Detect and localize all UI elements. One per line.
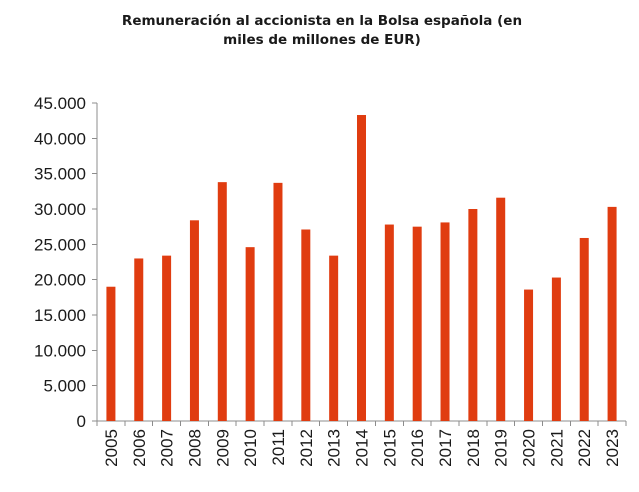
bars xyxy=(106,115,617,421)
bar-2015 xyxy=(384,224,394,421)
x-tick-label: 2010 xyxy=(241,429,260,467)
bar-2007 xyxy=(162,255,172,421)
chart-title-line-2: miles de millones de EUR) xyxy=(223,32,421,48)
y-tick-label: 45.000 xyxy=(34,94,86,113)
bar-2022 xyxy=(579,237,589,421)
bar-2021 xyxy=(551,277,561,421)
bar-2013 xyxy=(329,255,339,421)
x-tick-label: 2006 xyxy=(130,429,149,467)
x-tick-label: 2007 xyxy=(158,429,177,467)
x-tick-label: 2019 xyxy=(492,429,511,467)
y-tick-label: 15.000 xyxy=(34,306,86,325)
x-tick-label: 2018 xyxy=(464,429,483,467)
x-tick-label: 2005 xyxy=(102,429,121,467)
bar-2012 xyxy=(301,229,311,421)
y-tick-label: 30.000 xyxy=(34,200,86,219)
x-tick-label: 2017 xyxy=(436,429,455,467)
bar-2018 xyxy=(468,209,478,421)
y-tick-label: 35.000 xyxy=(34,165,86,184)
bar-2016 xyxy=(412,226,422,421)
y-tick-label: 5.000 xyxy=(43,377,86,396)
x-tick-label: 2012 xyxy=(297,429,316,467)
bar-2019 xyxy=(496,197,506,421)
bar-2006 xyxy=(134,258,144,421)
bar-2017 xyxy=(440,222,450,421)
bar-2011 xyxy=(273,182,283,421)
chart-title-line-1: Remuneración al accionista en la Bolsa e… xyxy=(122,13,522,29)
x-tick-label: 2011 xyxy=(269,429,288,466)
x-tick-label: 2021 xyxy=(547,429,566,467)
x-tick-label: 2020 xyxy=(520,429,539,467)
y-tick-label: 20.000 xyxy=(34,271,86,290)
y-tick-label: 10.000 xyxy=(34,341,86,360)
y-tick-label: 25.000 xyxy=(34,235,86,254)
bar-2009 xyxy=(217,182,227,421)
bar-2014 xyxy=(357,115,366,421)
bar-2008 xyxy=(189,220,199,421)
x-tick-label: 2009 xyxy=(213,429,232,467)
chart-title: Remuneración al accionista en la Bolsa e… xyxy=(122,13,522,48)
x-tick-label: 2016 xyxy=(408,429,427,467)
x-tick-label: 2022 xyxy=(575,429,594,467)
y-axis: 0 5.000 10.000 15.000 20.000 25.000 30.000 35.0… xyxy=(34,94,98,431)
x-tick-label: 2013 xyxy=(325,429,344,467)
x-tick-label: 2014 xyxy=(353,429,372,467)
y-tick-label: 40.000 xyxy=(34,129,86,148)
bar-2020 xyxy=(524,289,534,421)
bar-2010 xyxy=(245,247,255,421)
x-tick-label: 2008 xyxy=(185,429,204,467)
x-tick-label: 2023 xyxy=(603,429,622,467)
y-tick-label: 0 xyxy=(77,412,86,431)
bar-2023 xyxy=(607,206,617,421)
bar-2005 xyxy=(106,286,116,421)
x-tick-label: 2015 xyxy=(380,429,399,467)
x-axis: 2005 2006 2007 2008 2009 2010 2011 2012 2013 2014… xyxy=(96,420,627,467)
